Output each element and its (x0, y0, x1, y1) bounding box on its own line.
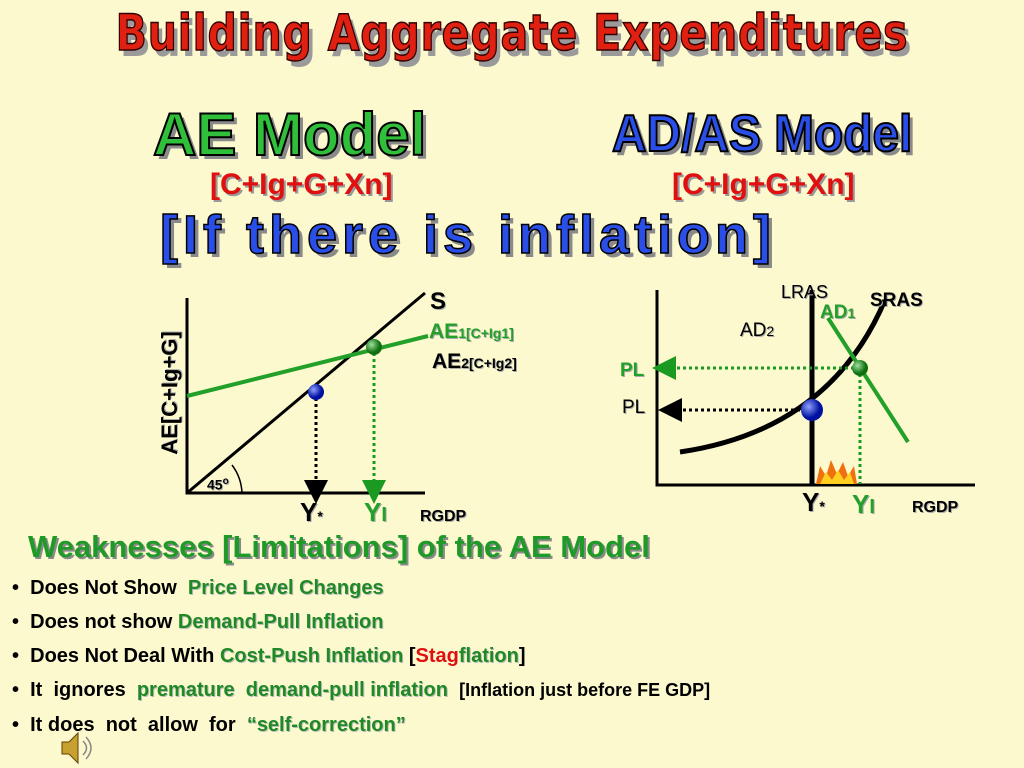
equilibrium-point (366, 339, 382, 355)
curve-label: AD1 (820, 302, 855, 324)
price-level-label: PL (622, 397, 646, 418)
equilibrium-point (308, 384, 324, 400)
label-sub: 1 (847, 305, 856, 321)
angle-label: 45o (207, 476, 229, 493)
label-main: AE (432, 350, 462, 373)
equilibrium-point (852, 360, 868, 376)
model-name: AD/AS Model (611, 104, 913, 164)
model-name: AE Model (152, 100, 427, 169)
text: It does not allow for (30, 714, 236, 736)
label-main: Y (852, 489, 870, 519)
x-point-label: YI (852, 489, 875, 520)
text: [Inflation just before FE GDP] (459, 680, 711, 700)
highlight: demand-pull inflation (245, 679, 448, 701)
label-sub: I (869, 496, 875, 518)
equilibrium-point (801, 399, 823, 421)
ad-line (826, 316, 910, 444)
label-main: AE (429, 320, 459, 343)
label-sup: o (222, 476, 229, 487)
text: ] (518, 645, 526, 667)
label-sub: 1[C+Ig1] (458, 325, 514, 341)
highlight: Stag (415, 645, 459, 667)
bullet-item: • Does Not Show Price Level Changes (12, 577, 384, 599)
curve-label: LRAS (781, 282, 829, 302)
ae-line (186, 334, 429, 398)
text: Does Not Show (30, 577, 177, 599)
line-label: AE2[C+Ig2] (432, 350, 517, 374)
label-main: AD (820, 302, 848, 323)
highlight: premature (136, 679, 235, 701)
axes (655, 290, 975, 487)
bullet-item: • Does Not Deal With Cost-Push Inflation… (12, 645, 526, 667)
text: [ (408, 645, 416, 667)
section-heading: Weaknesses [Limitations] of the AE Model (28, 529, 650, 564)
label-sup: * (819, 498, 825, 514)
adas-graph (652, 290, 975, 487)
curve-label: SRAS (870, 290, 923, 311)
line-label: AE1[C+Ig1] (429, 320, 514, 344)
label-sub: 2 (766, 323, 775, 339)
speaker-icon[interactable] (61, 731, 92, 765)
x-point-label: Y* (300, 497, 323, 528)
bullet-item: • It does not allow for “self-correction… (12, 714, 406, 736)
text: Does Not Deal With (30, 645, 215, 667)
curve-label: AD2 (740, 320, 774, 342)
label-sub: I (381, 504, 387, 526)
formula: [C+Ig+G+Xn] (672, 168, 855, 201)
x-point-label: Y* (802, 487, 825, 518)
label-main: 45 (207, 476, 223, 493)
bullet-item: • Does not show Demand-Pull Inflation (12, 611, 384, 633)
formula: [C+Ig+G+Xn] (210, 168, 393, 201)
highlight: “self-correction” (246, 714, 406, 736)
label-sub: 2[C+Ig2] (461, 355, 517, 371)
price-level-label: PL (620, 360, 645, 381)
line-label: S (430, 288, 447, 315)
highlight: Demand-Pull Inflation (177, 611, 384, 633)
label-main: Y (300, 497, 318, 527)
text: It ignores (30, 679, 126, 701)
label-main: Y (802, 487, 820, 517)
fire-icon (816, 460, 857, 484)
y-axis-label: AE[C+Ig+G] (157, 331, 182, 455)
highlight: flation (458, 645, 519, 667)
label-main: Y (364, 497, 382, 527)
x-point-label: YI (364, 497, 387, 528)
highlight: Price Level Changes (187, 577, 384, 599)
bullet-item: • It ignores premature demand-pull infla… (12, 679, 711, 701)
angle-arc (231, 464, 243, 494)
45-degree-line (186, 291, 426, 495)
highlight: Cost-Push Inflation (219, 645, 404, 667)
x-axis-label: RGDP (912, 499, 959, 516)
label-sup: * (317, 508, 323, 524)
ae-graph (185, 291, 429, 504)
x-axis-label: RGDP (420, 508, 467, 525)
slide-title: Building Aggregate Expenditures (115, 3, 909, 63)
label-main: AD (740, 320, 767, 341)
text: Does not show (30, 611, 173, 633)
subtitle: [If there is inflation] (159, 204, 777, 266)
